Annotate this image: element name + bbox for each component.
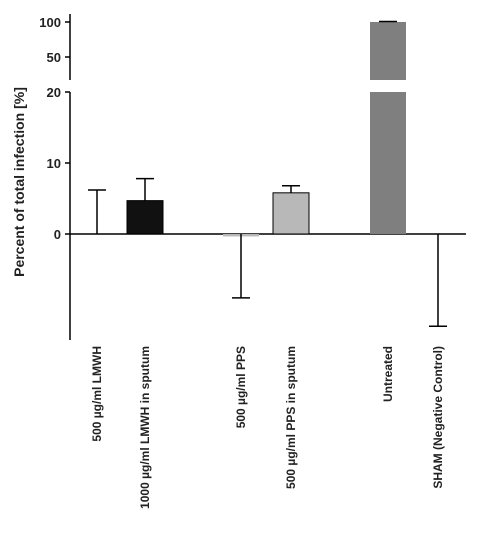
bar-4-lower xyxy=(370,92,406,234)
x-category-label-3: 500 µg/ml PPS in sputum xyxy=(284,346,298,489)
bar-3 xyxy=(272,192,310,235)
y-tick-50-label: 50 xyxy=(47,50,61,65)
x-category-label-1: 1000 µg/ml LMWH in sputum xyxy=(138,346,152,509)
bar-4-upper xyxy=(370,22,406,80)
bar-1 xyxy=(126,200,164,235)
x-category-label-5: SHAM (Negative Control) xyxy=(431,346,445,489)
y-tick-20-label: 20 xyxy=(47,85,61,100)
y-tick-10-label: 10 xyxy=(47,156,61,171)
y-axis-title: Percent of total infection [%] xyxy=(11,87,27,277)
y-tick-0-label: 0 xyxy=(54,227,61,242)
x-category-label-0: 500 µg/ml LMWH xyxy=(90,346,104,442)
plot-area: 100 50 0 10 20 500 µg/ml LMWH 1000 µg/ml LMWH … xyxy=(39,14,466,509)
x-category-label-4: Untreated xyxy=(381,346,395,402)
y-tick-100-label: 100 xyxy=(39,15,61,30)
x-category-label-2: 500 µg/ml PPS xyxy=(234,346,248,428)
